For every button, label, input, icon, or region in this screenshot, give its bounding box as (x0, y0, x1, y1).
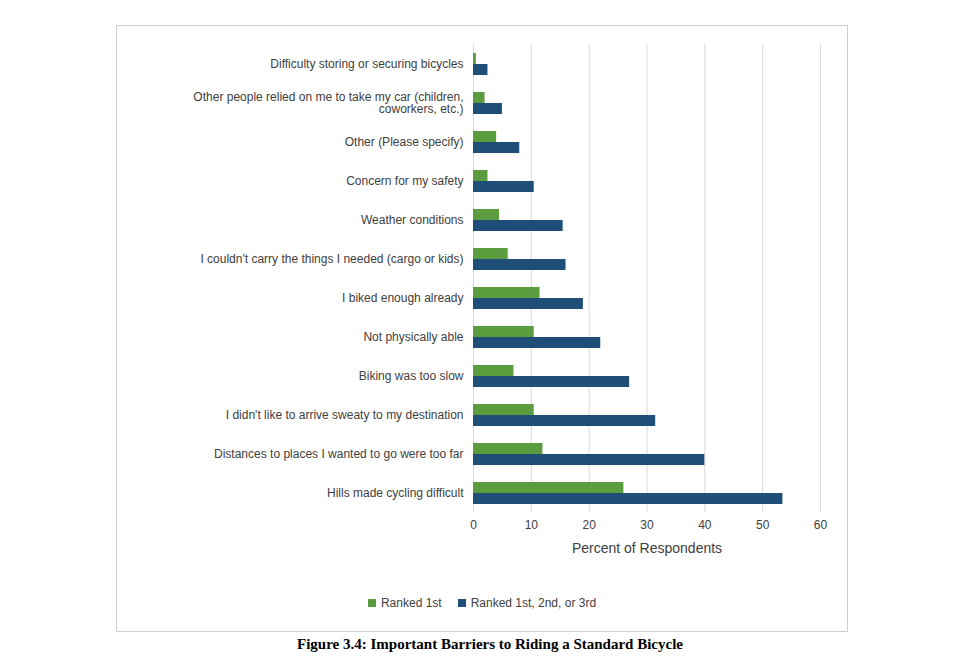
svg-text:60: 60 (814, 518, 828, 532)
svg-text:Not physically able: Not physically able (363, 330, 463, 344)
svg-text:30: 30 (640, 518, 654, 532)
html-text:Ranked 1st: Ranked 1st (380, 596, 442, 610)
svg-text:I didn't like to arrive sweaty: I didn't like to arrive sweaty to my des… (226, 408, 464, 422)
html-text:Ranked 1st, 2nd, or 3rd: Ranked 1st, 2nd, or 3rd (470, 596, 597, 610)
svg-text:20: 20 (582, 518, 596, 532)
html-text:Figure 3.4: Important Barriers: Figure 3.4: Important Barriers to Riding… (297, 636, 683, 652)
svg-text:Hills made cycling difficult: Hills made cycling difficult (327, 486, 464, 500)
svg-text:50: 50 (756, 518, 770, 532)
svg-text:40: 40 (698, 518, 712, 532)
svg-text:10: 10 (525, 518, 539, 532)
svg-text:Distances to places I wanted t: Distances to places I wanted to go were … (214, 447, 463, 461)
svg-text:Difficulty storing or securing: Difficulty storing or securing bicycles (270, 57, 463, 71)
svg-text:Biking was too slow: Biking was too slow (359, 369, 464, 383)
svg-text:0: 0 (470, 518, 477, 532)
svg-text:I couldn't carry the things I: I couldn't carry the things I needed (ca… (200, 252, 463, 266)
svg-text:Percent of Respondents: Percent of Respondents (572, 540, 722, 556)
svg-text:I biked enough already: I biked enough already (342, 291, 463, 305)
svg-text:Concern for my safety: Concern for my safety (346, 174, 463, 188)
svg-text:Other (Please specify): Other (Please specify) (345, 135, 464, 149)
svg-text:Weather conditions: Weather conditions (361, 213, 464, 227)
svg-text:Other people relied on me to t: Other people relied on me to take my car… (193, 90, 463, 116)
